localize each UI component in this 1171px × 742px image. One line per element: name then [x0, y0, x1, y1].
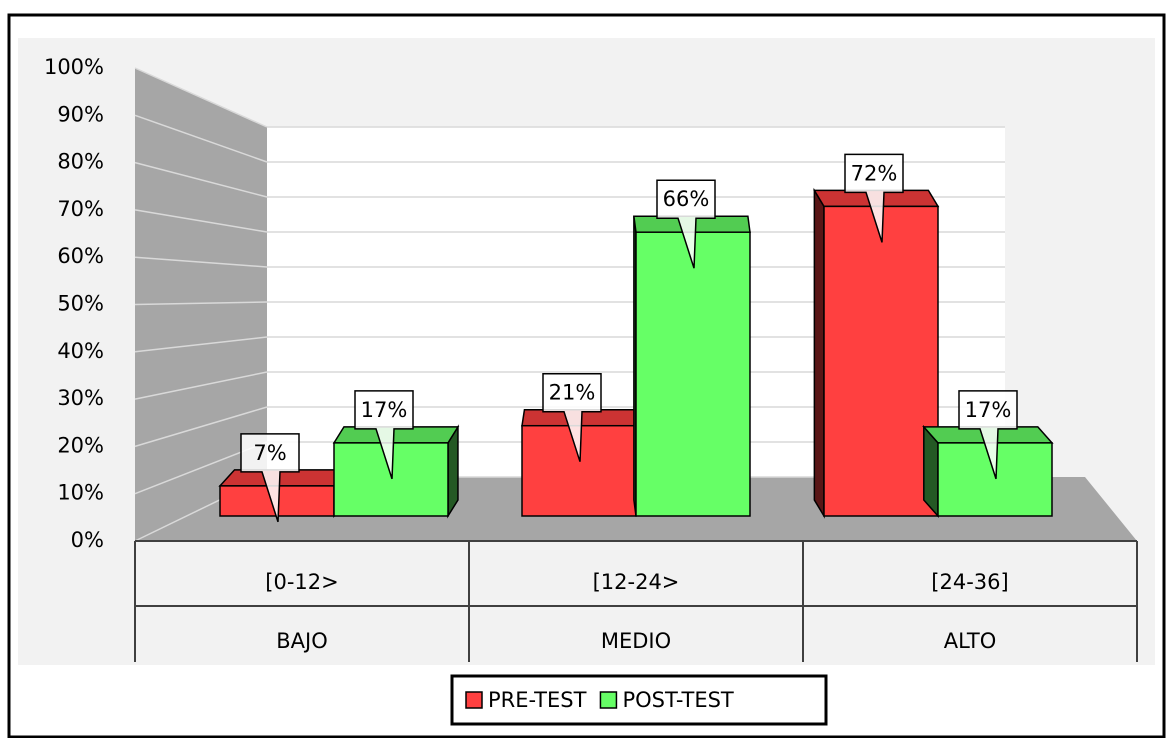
legend-label: POST-TEST	[622, 688, 733, 712]
grid-line	[134, 336, 268, 353]
grid-line	[134, 301, 268, 306]
data-label: 21%	[549, 381, 596, 405]
y-tick-label: 50%	[57, 292, 104, 316]
y-tick-label: 90%	[57, 102, 104, 126]
y-tick-label: 10%	[57, 481, 104, 505]
data-label: 17%	[361, 398, 408, 422]
y-tick-label: 80%	[57, 150, 104, 174]
bar	[633, 215, 751, 517]
grid-line	[134, 406, 268, 448]
y-tick-label: 20%	[57, 433, 104, 457]
y-tick-label: 70%	[57, 197, 104, 221]
legend-label: PRE-TEST	[488, 688, 587, 712]
bar-front	[823, 205, 939, 517]
x-group-label: BAJO	[276, 629, 328, 653]
legend-swatch	[465, 691, 483, 709]
label-callout	[656, 179, 716, 269]
data-label: 66%	[663, 187, 710, 211]
side-wall	[135, 68, 267, 541]
data-label: 7%	[253, 441, 286, 465]
y-tick-label: 30%	[57, 386, 104, 410]
legend-box	[450, 674, 828, 726]
data-label: 72%	[851, 161, 898, 185]
data-label: 17%	[965, 398, 1012, 422]
grid-line	[134, 114, 268, 163]
label-callout	[844, 153, 904, 243]
label-callout	[354, 390, 414, 480]
x-group-label: MEDIO	[601, 629, 671, 653]
bar	[218, 467, 351, 518]
y-tick-label: 100%	[44, 55, 104, 79]
bar-front	[635, 231, 751, 517]
x-group-label: ALTO	[944, 629, 997, 653]
x-tick-label: [12-24>	[593, 570, 680, 594]
bar	[332, 424, 460, 519]
grid-line	[134, 256, 268, 268]
bar	[813, 187, 940, 519]
grid-line	[134, 67, 268, 128]
x-tick-label: [24-36]	[931, 570, 1008, 594]
bar-side	[813, 187, 825, 519]
grid-line	[134, 161, 268, 198]
y-tick-label: 0%	[71, 528, 104, 552]
y-tick-label: 60%	[57, 244, 104, 268]
label-callout	[542, 372, 602, 462]
grid-line	[134, 209, 268, 233]
legend-swatch	[599, 691, 618, 709]
x-tick-label: [0-12>	[265, 570, 338, 594]
grid-line	[134, 371, 268, 400]
label-callout	[240, 433, 300, 523]
label-callout	[958, 390, 1018, 480]
y-tick-label: 40%	[57, 339, 104, 363]
